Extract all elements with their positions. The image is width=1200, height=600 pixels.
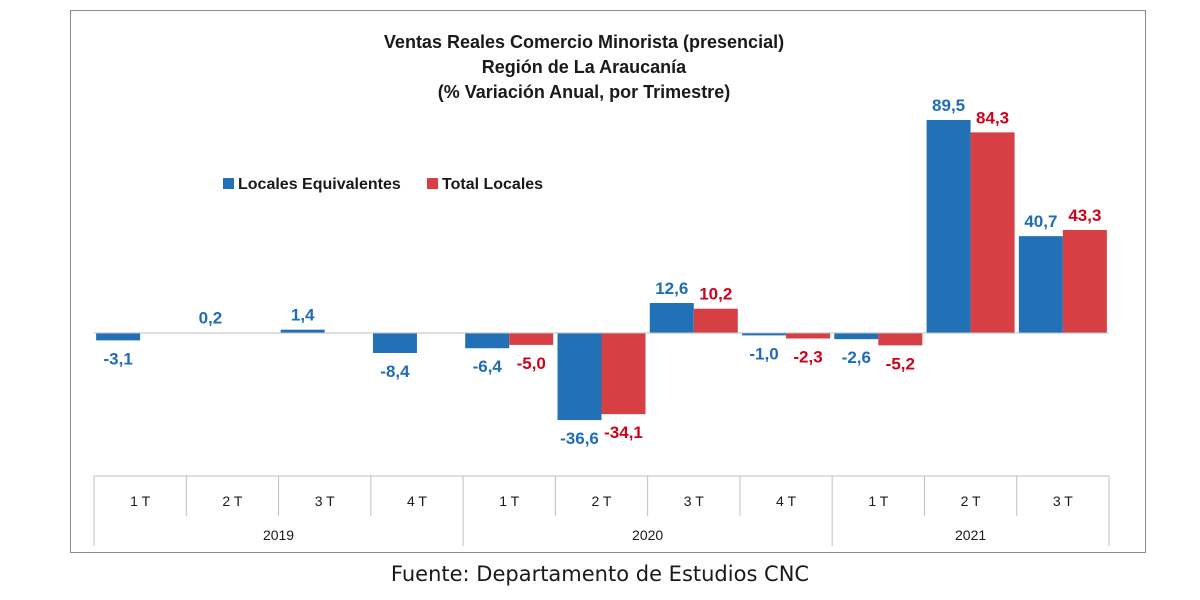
bar — [372, 333, 417, 353]
data-label: -2,6 — [842, 348, 871, 367]
data-label: 1,4 — [291, 306, 315, 325]
bar — [926, 120, 971, 333]
chart-title: Ventas Reales Comercio Minorista (presen… — [384, 32, 784, 102]
bar — [834, 333, 879, 340]
bar — [649, 303, 694, 333]
data-label: -8,4 — [380, 362, 410, 381]
bar — [970, 132, 1015, 333]
category-label: 2 T — [592, 493, 612, 509]
data-label: -36,6 — [560, 429, 599, 448]
category-axis: 1 T 2 T 3 T 4 T 1 T 2 T 3 T 4 T 1 T 2 T 3 T 2019 202… — [93, 332, 1110, 546]
chart-frame: Ventas Reales Comercio Minorista (presen… — [70, 10, 1146, 553]
bar — [96, 333, 141, 341]
data-label: 10,2 — [699, 285, 732, 304]
year-label: 2021 — [955, 527, 986, 543]
data-label: 89,5 — [932, 96, 965, 115]
chart-title-line: (% Variación Anual, por Trimestre) — [438, 82, 730, 102]
chart-title-line: Región de La Araucanía — [482, 57, 687, 77]
category-label: 3 T — [684, 493, 704, 509]
bar — [1062, 229, 1107, 333]
category-label: 1 T — [499, 493, 519, 509]
category-label: 3 T — [1053, 493, 1073, 509]
data-label: 0,2 — [199, 309, 223, 328]
data-label: -5,0 — [517, 354, 546, 373]
legend-swatch — [223, 178, 234, 189]
bar — [693, 308, 738, 333]
data-label: -2,3 — [793, 347, 822, 366]
year-label: 2020 — [632, 527, 663, 543]
chart-title-line: Ventas Reales Comercio Minorista (presen… — [384, 32, 784, 52]
category-label: 2 T — [961, 493, 981, 509]
bar — [1018, 236, 1063, 333]
data-label: -3,1 — [103, 349, 132, 368]
bar — [878, 333, 923, 346]
source-note: Fuente: Departamento de Estudios CNC — [390, 562, 810, 586]
data-label: 84,3 — [976, 108, 1009, 127]
legend-label: Total Locales — [442, 176, 543, 193]
bar — [509, 333, 554, 345]
data-label: -34,1 — [604, 423, 643, 442]
data-label: 43,3 — [1068, 206, 1101, 225]
legend-label: Locales Equivalentes — [238, 176, 401, 193]
data-label: -1,0 — [749, 344, 778, 363]
data-label: 12,6 — [655, 279, 688, 298]
data-label: -5,2 — [886, 354, 915, 373]
bar — [280, 329, 325, 333]
category-label: 4 T — [776, 493, 796, 509]
category-label: 3 T — [315, 493, 335, 509]
bar — [465, 333, 510, 349]
data-labels: -3,1 0,2 1,4 -8,4 -6,4 -5,0 -36,6 -34,1 12,6 10,2… — [103, 96, 1101, 448]
legend-swatch — [427, 178, 438, 189]
bars — [96, 120, 1107, 421]
year-label: 2019 — [263, 527, 294, 543]
bar — [601, 333, 646, 415]
data-label: 40,7 — [1024, 212, 1057, 231]
bar — [557, 333, 602, 421]
category-label: 1 T — [130, 493, 150, 509]
bar — [786, 333, 831, 339]
chart-legend: Locales Equivalentes Total Locales — [223, 176, 543, 193]
bar — [742, 333, 787, 336]
data-label: -6,4 — [473, 357, 503, 376]
category-label: 1 T — [868, 493, 888, 509]
category-label: 2 T — [222, 493, 242, 509]
bar-chart: Ventas Reales Comercio Minorista (presen… — [93, 32, 1110, 546]
category-label: 4 T — [407, 493, 427, 509]
